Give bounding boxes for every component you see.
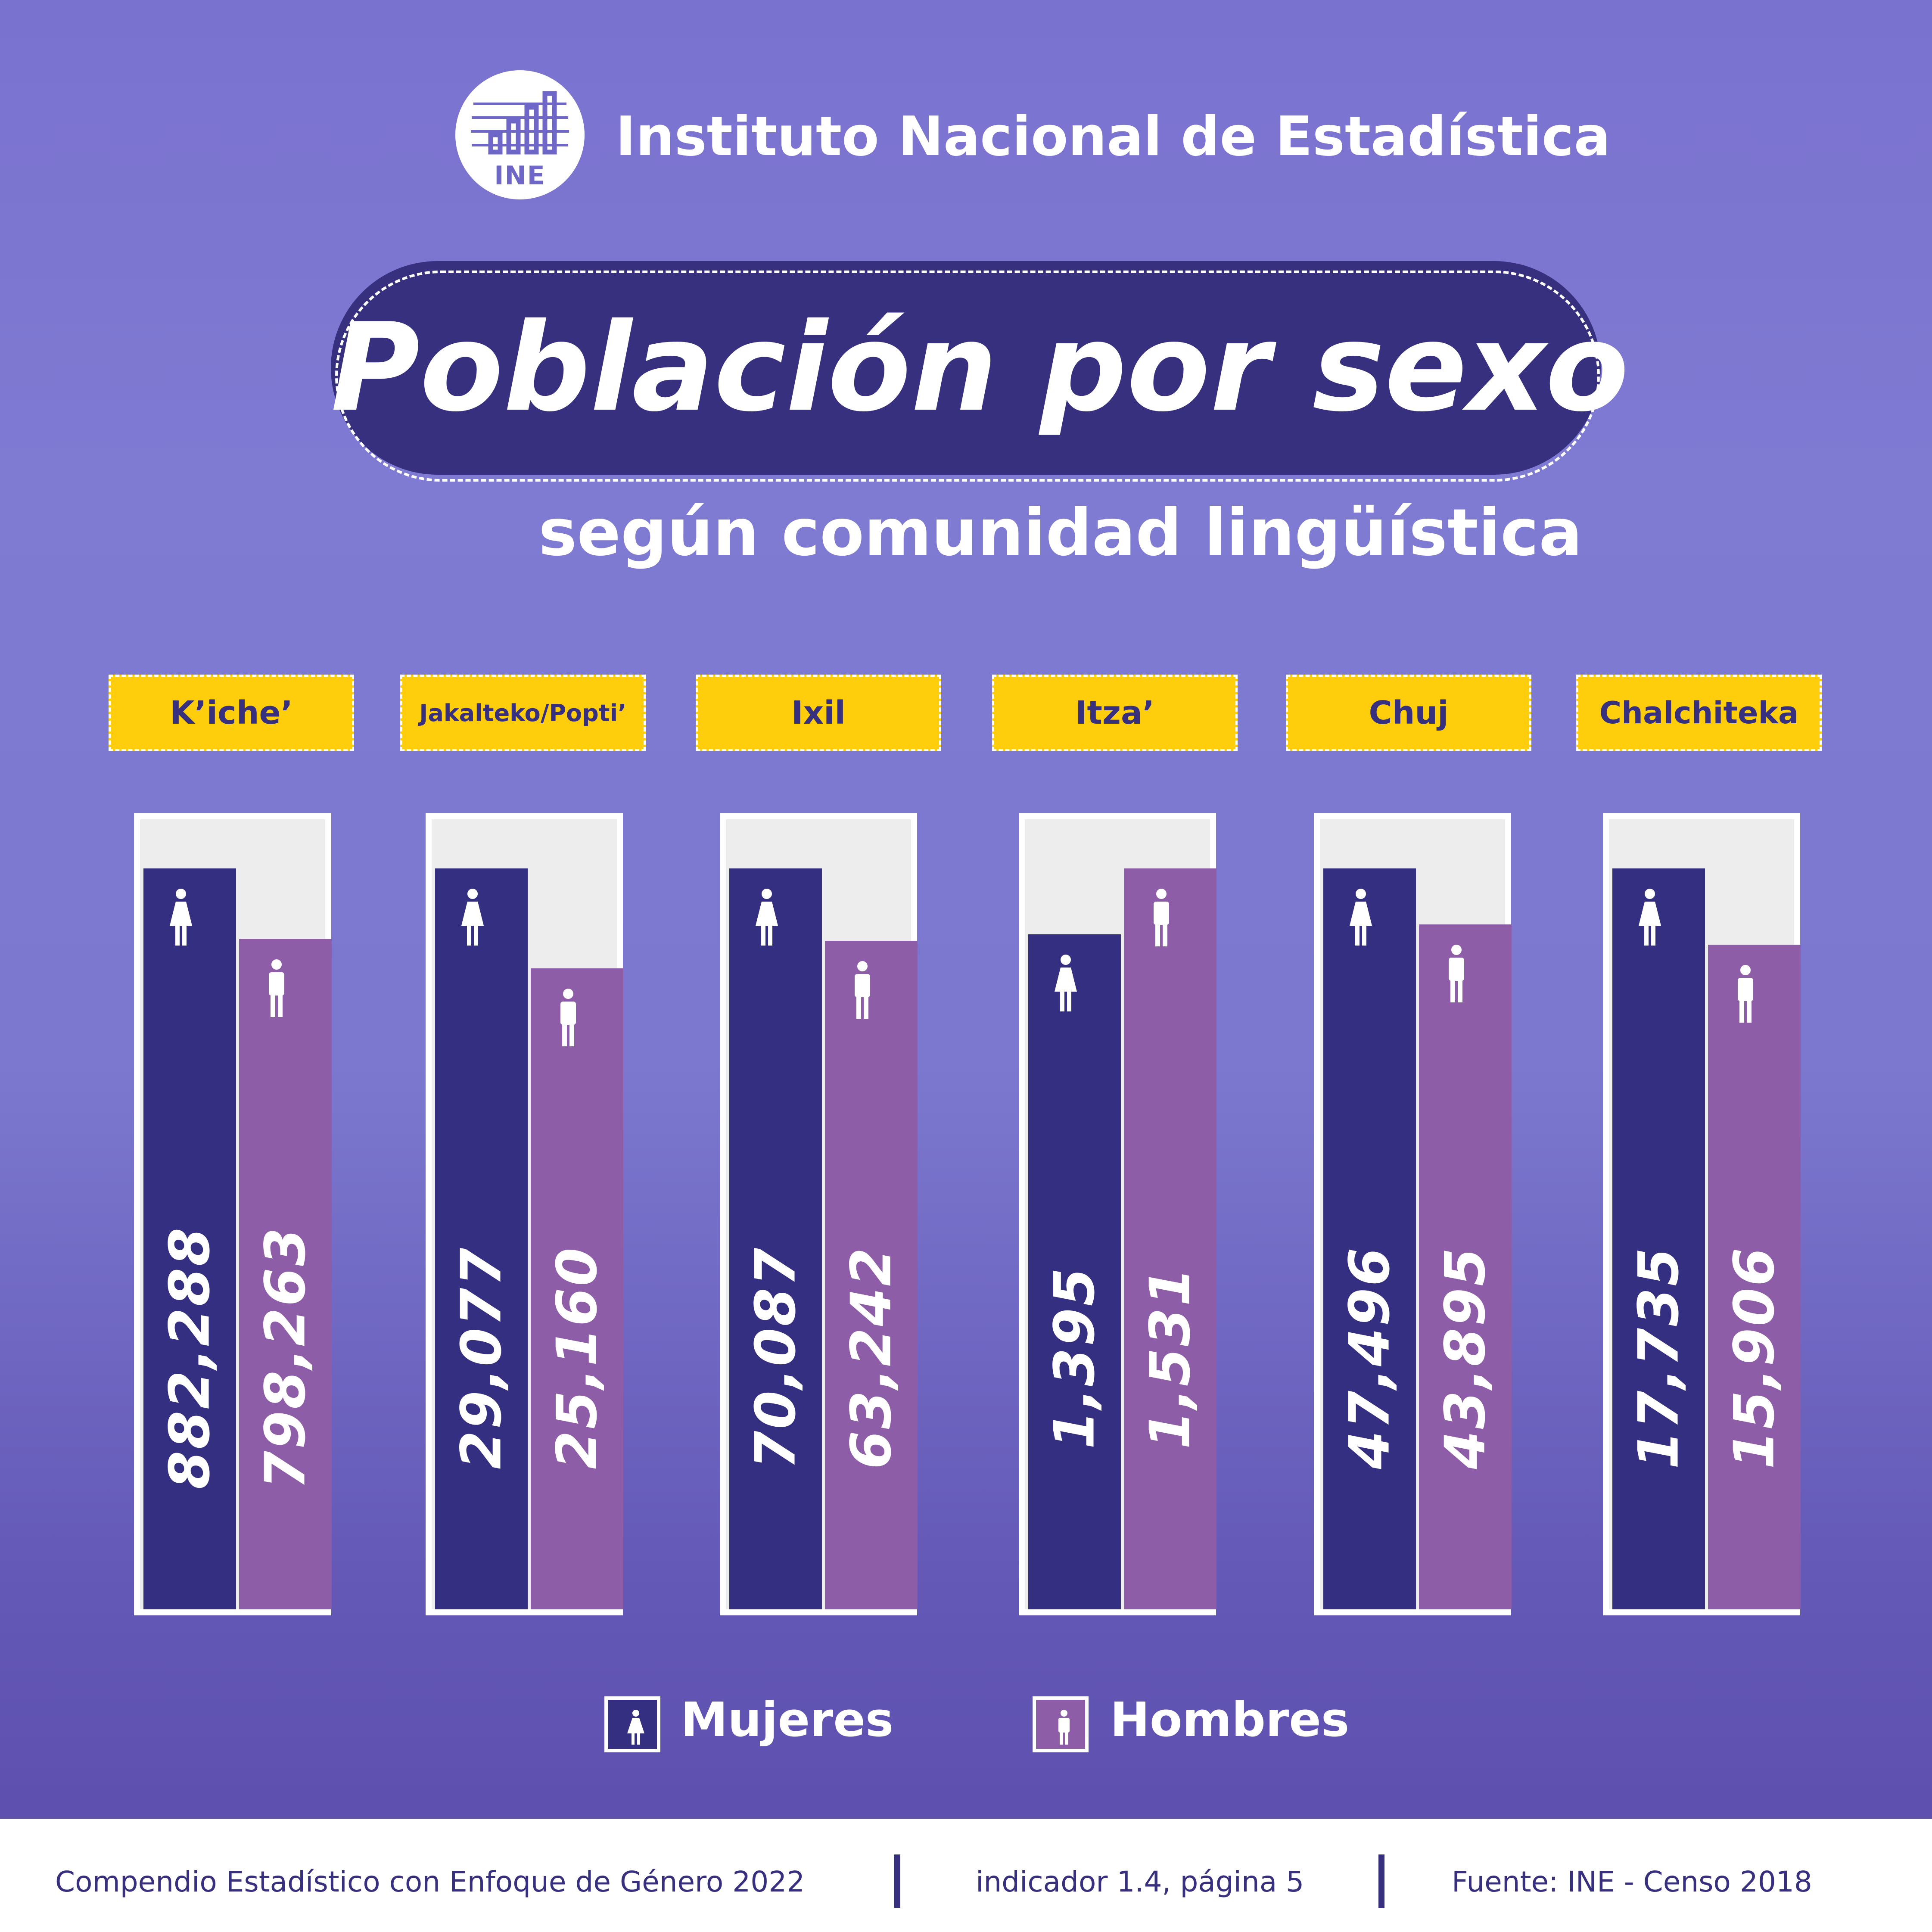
category-label: Itza’: [992, 675, 1238, 751]
chart-panel: 1,395 1,531: [1019, 813, 1216, 1615]
chart-panel: 47,496 43,895: [1314, 813, 1512, 1615]
title-pill: [331, 261, 1601, 475]
woman-icon: [1348, 888, 1374, 950]
data-label: 17,735: [1627, 1246, 1691, 1469]
bar-men: 63,242: [825, 941, 918, 1609]
chart-panel: 70,087 63,242: [720, 813, 918, 1615]
bar-women: 47,496: [1323, 868, 1416, 1609]
chart-panel: 17,735 15,906: [1603, 813, 1801, 1615]
legend-swatch-women: [604, 1696, 660, 1752]
data-label: 1,395: [1042, 1266, 1107, 1449]
legend-label-women: Mujeres: [681, 1692, 894, 1747]
man-icon: [849, 960, 875, 1022]
org-name: Instituto Nacional de Estadística: [616, 105, 1611, 168]
woman-icon: [1637, 888, 1663, 950]
woman-icon: [1053, 954, 1079, 1016]
logo-text: INE: [494, 161, 546, 191]
category-label: Jakalteko/Popti’: [400, 675, 646, 751]
chart-panel: 29,077 25,160: [426, 813, 623, 1615]
footer-separator: [894, 1854, 900, 1908]
man-icon: [1148, 888, 1174, 950]
man-icon: [1733, 964, 1758, 1026]
category-label: K’iche’: [109, 675, 354, 751]
chart-panel: 882,288 798,263: [134, 813, 332, 1615]
bar-men: 15,906: [1708, 945, 1801, 1609]
footer-source: Fuente: INE - Censo 2018: [1452, 1865, 1812, 1898]
data-label: 798,263: [253, 1226, 317, 1489]
data-label: 1,531: [1138, 1266, 1202, 1449]
bar-women: 882,288: [143, 868, 236, 1609]
footer-separator: [1378, 1854, 1384, 1908]
footer: Compendio Estadístico con Enfoque de Gén…: [0, 1819, 1932, 1932]
category-label: Chalchiteka: [1576, 675, 1822, 751]
page-title: Población por sexo: [331, 297, 1629, 439]
data-label: 43,895: [1433, 1246, 1497, 1469]
data-label: 47,496: [1338, 1246, 1402, 1469]
category-label: Ixil: [696, 675, 941, 751]
bar-men: 1,531: [1124, 868, 1216, 1609]
ine-logo: INE: [455, 70, 585, 199]
data-label: 25,160: [545, 1246, 609, 1469]
bar-women: 17,735: [1612, 868, 1705, 1609]
header: INE Instituto Nacional de Estadística: [455, 70, 1611, 199]
man-icon: [264, 958, 289, 1020]
bar-men: 798,263: [239, 939, 332, 1609]
bar-women: 1,395: [1028, 934, 1121, 1609]
title-pill-outline: [335, 271, 1600, 482]
woman-icon: [754, 888, 780, 950]
bar-women: 29,077: [435, 868, 528, 1609]
bar-men: 25,160: [531, 968, 623, 1609]
data-label: 15,906: [1722, 1246, 1786, 1469]
footer-compendium: Compendio Estadístico con Enfoque de Gén…: [55, 1865, 805, 1898]
bar-women: 70,087: [729, 868, 822, 1609]
legend-swatch-men: [1033, 1696, 1089, 1752]
page-subtitle: según comunidad lingüística: [538, 495, 1583, 570]
bar-chart-logo-icon: [471, 91, 569, 155]
data-label: 70,087: [744, 1246, 808, 1469]
man-icon: [1058, 1710, 1070, 1745]
woman-icon: [168, 888, 194, 950]
category-label: Chuj: [1286, 675, 1531, 751]
bar-men: 43,895: [1419, 924, 1512, 1609]
footer-indicator: indicador 1.4, página 5: [976, 1865, 1304, 1898]
data-label: 882,288: [158, 1226, 222, 1489]
woman-icon: [460, 888, 485, 950]
woman-icon: [627, 1710, 644, 1745]
data-label: 29,077: [449, 1246, 513, 1469]
legend-label-men: Hombres: [1110, 1692, 1350, 1747]
man-icon: [555, 988, 581, 1050]
data-label: 63,242: [839, 1246, 903, 1469]
man-icon: [1444, 944, 1469, 1006]
